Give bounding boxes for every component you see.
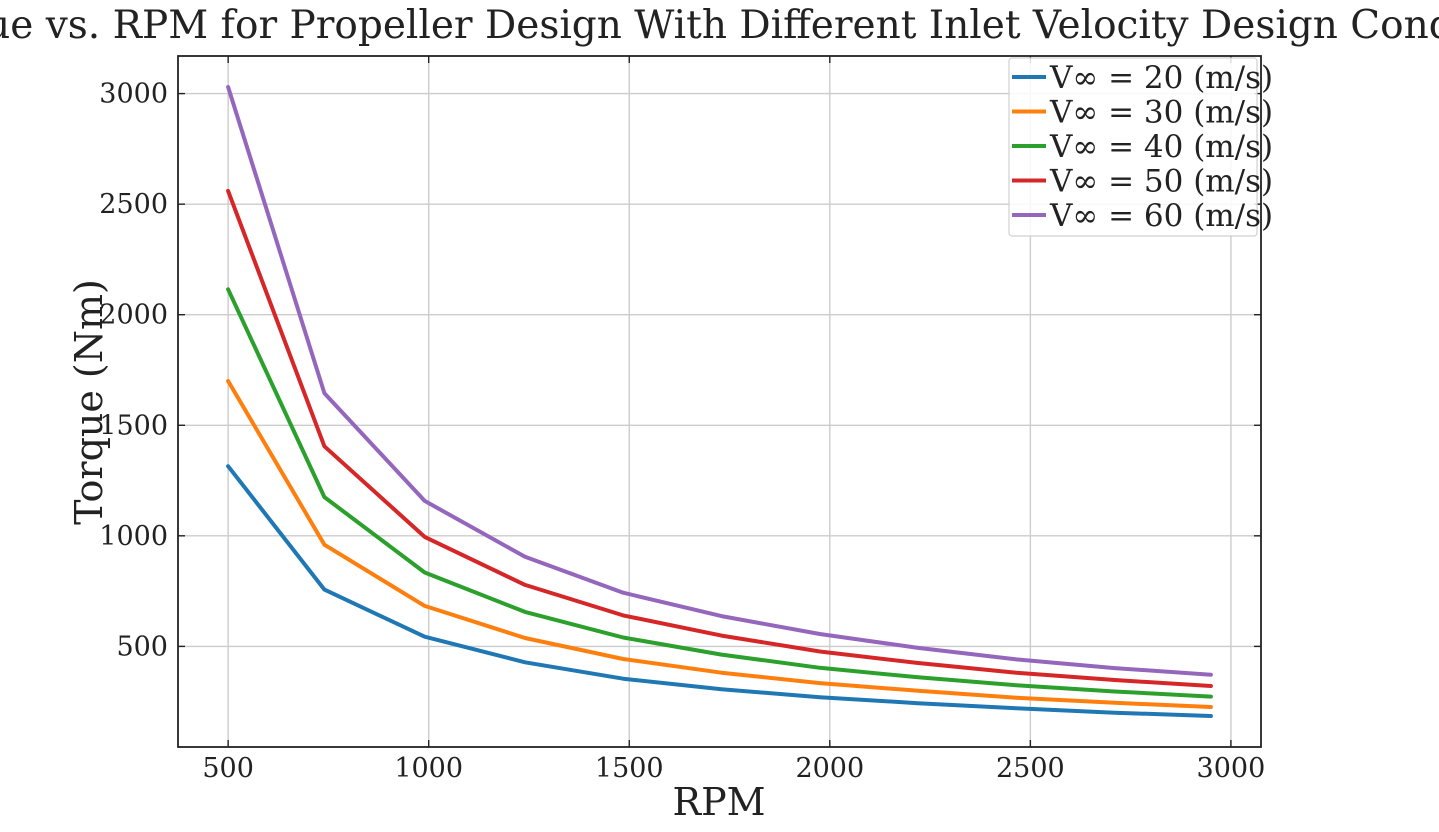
legend: V∞ = 20 (m/s)V∞ = 30 (m/s)V∞ = 40 (m/s)V… — [1008, 57, 1273, 237]
plot-frame — [177, 55, 1262, 748]
y-tick-label: 500 — [116, 631, 168, 662]
y-tick-label: 1500 — [99, 410, 168, 441]
series-line-5 — [226, 85, 1213, 677]
legend-label: V∞ = 20 (m/s) — [1049, 60, 1273, 96]
series-line-2 — [226, 379, 1213, 709]
legend-label: V∞ = 50 (m/s) — [1049, 164, 1273, 200]
x-tick-label: 1000 — [394, 753, 463, 784]
axis-ticks: 500 1000 1500 2000 2500 3000 500 1000 1500 2000 25… — [99, 56, 1265, 784]
y-tick-label: 3000 — [99, 79, 168, 110]
y-tick-label: 2500 — [99, 189, 168, 220]
x-axis-label: RPM — [672, 780, 765, 824]
x-tick-label: 500 — [202, 753, 254, 784]
chart-title: Torque vs. RPM for Propeller Design With… — [0, 3, 1439, 48]
series-line-1 — [226, 464, 1213, 718]
legend-label: V∞ = 30 (m/s) — [1049, 95, 1273, 131]
y-tick-label: 1000 — [99, 521, 168, 552]
series-line-4 — [226, 188, 1213, 688]
y-tick-label: 2000 — [99, 300, 168, 331]
legend-label: V∞ = 40 (m/s) — [1049, 129, 1273, 165]
series-lines — [226, 85, 1213, 718]
x-tick-label: 2500 — [996, 753, 1065, 784]
x-tick-label: 1500 — [595, 753, 664, 784]
series-line-3 — [226, 287, 1213, 699]
x-tick-label: 2000 — [795, 753, 864, 784]
legend-label: V∞ = 60 (m/s) — [1049, 198, 1273, 234]
y-axis-label: Torque (Nm) — [67, 279, 111, 525]
legend-box — [1008, 57, 1258, 237]
x-tick-label: 3000 — [1197, 753, 1266, 784]
